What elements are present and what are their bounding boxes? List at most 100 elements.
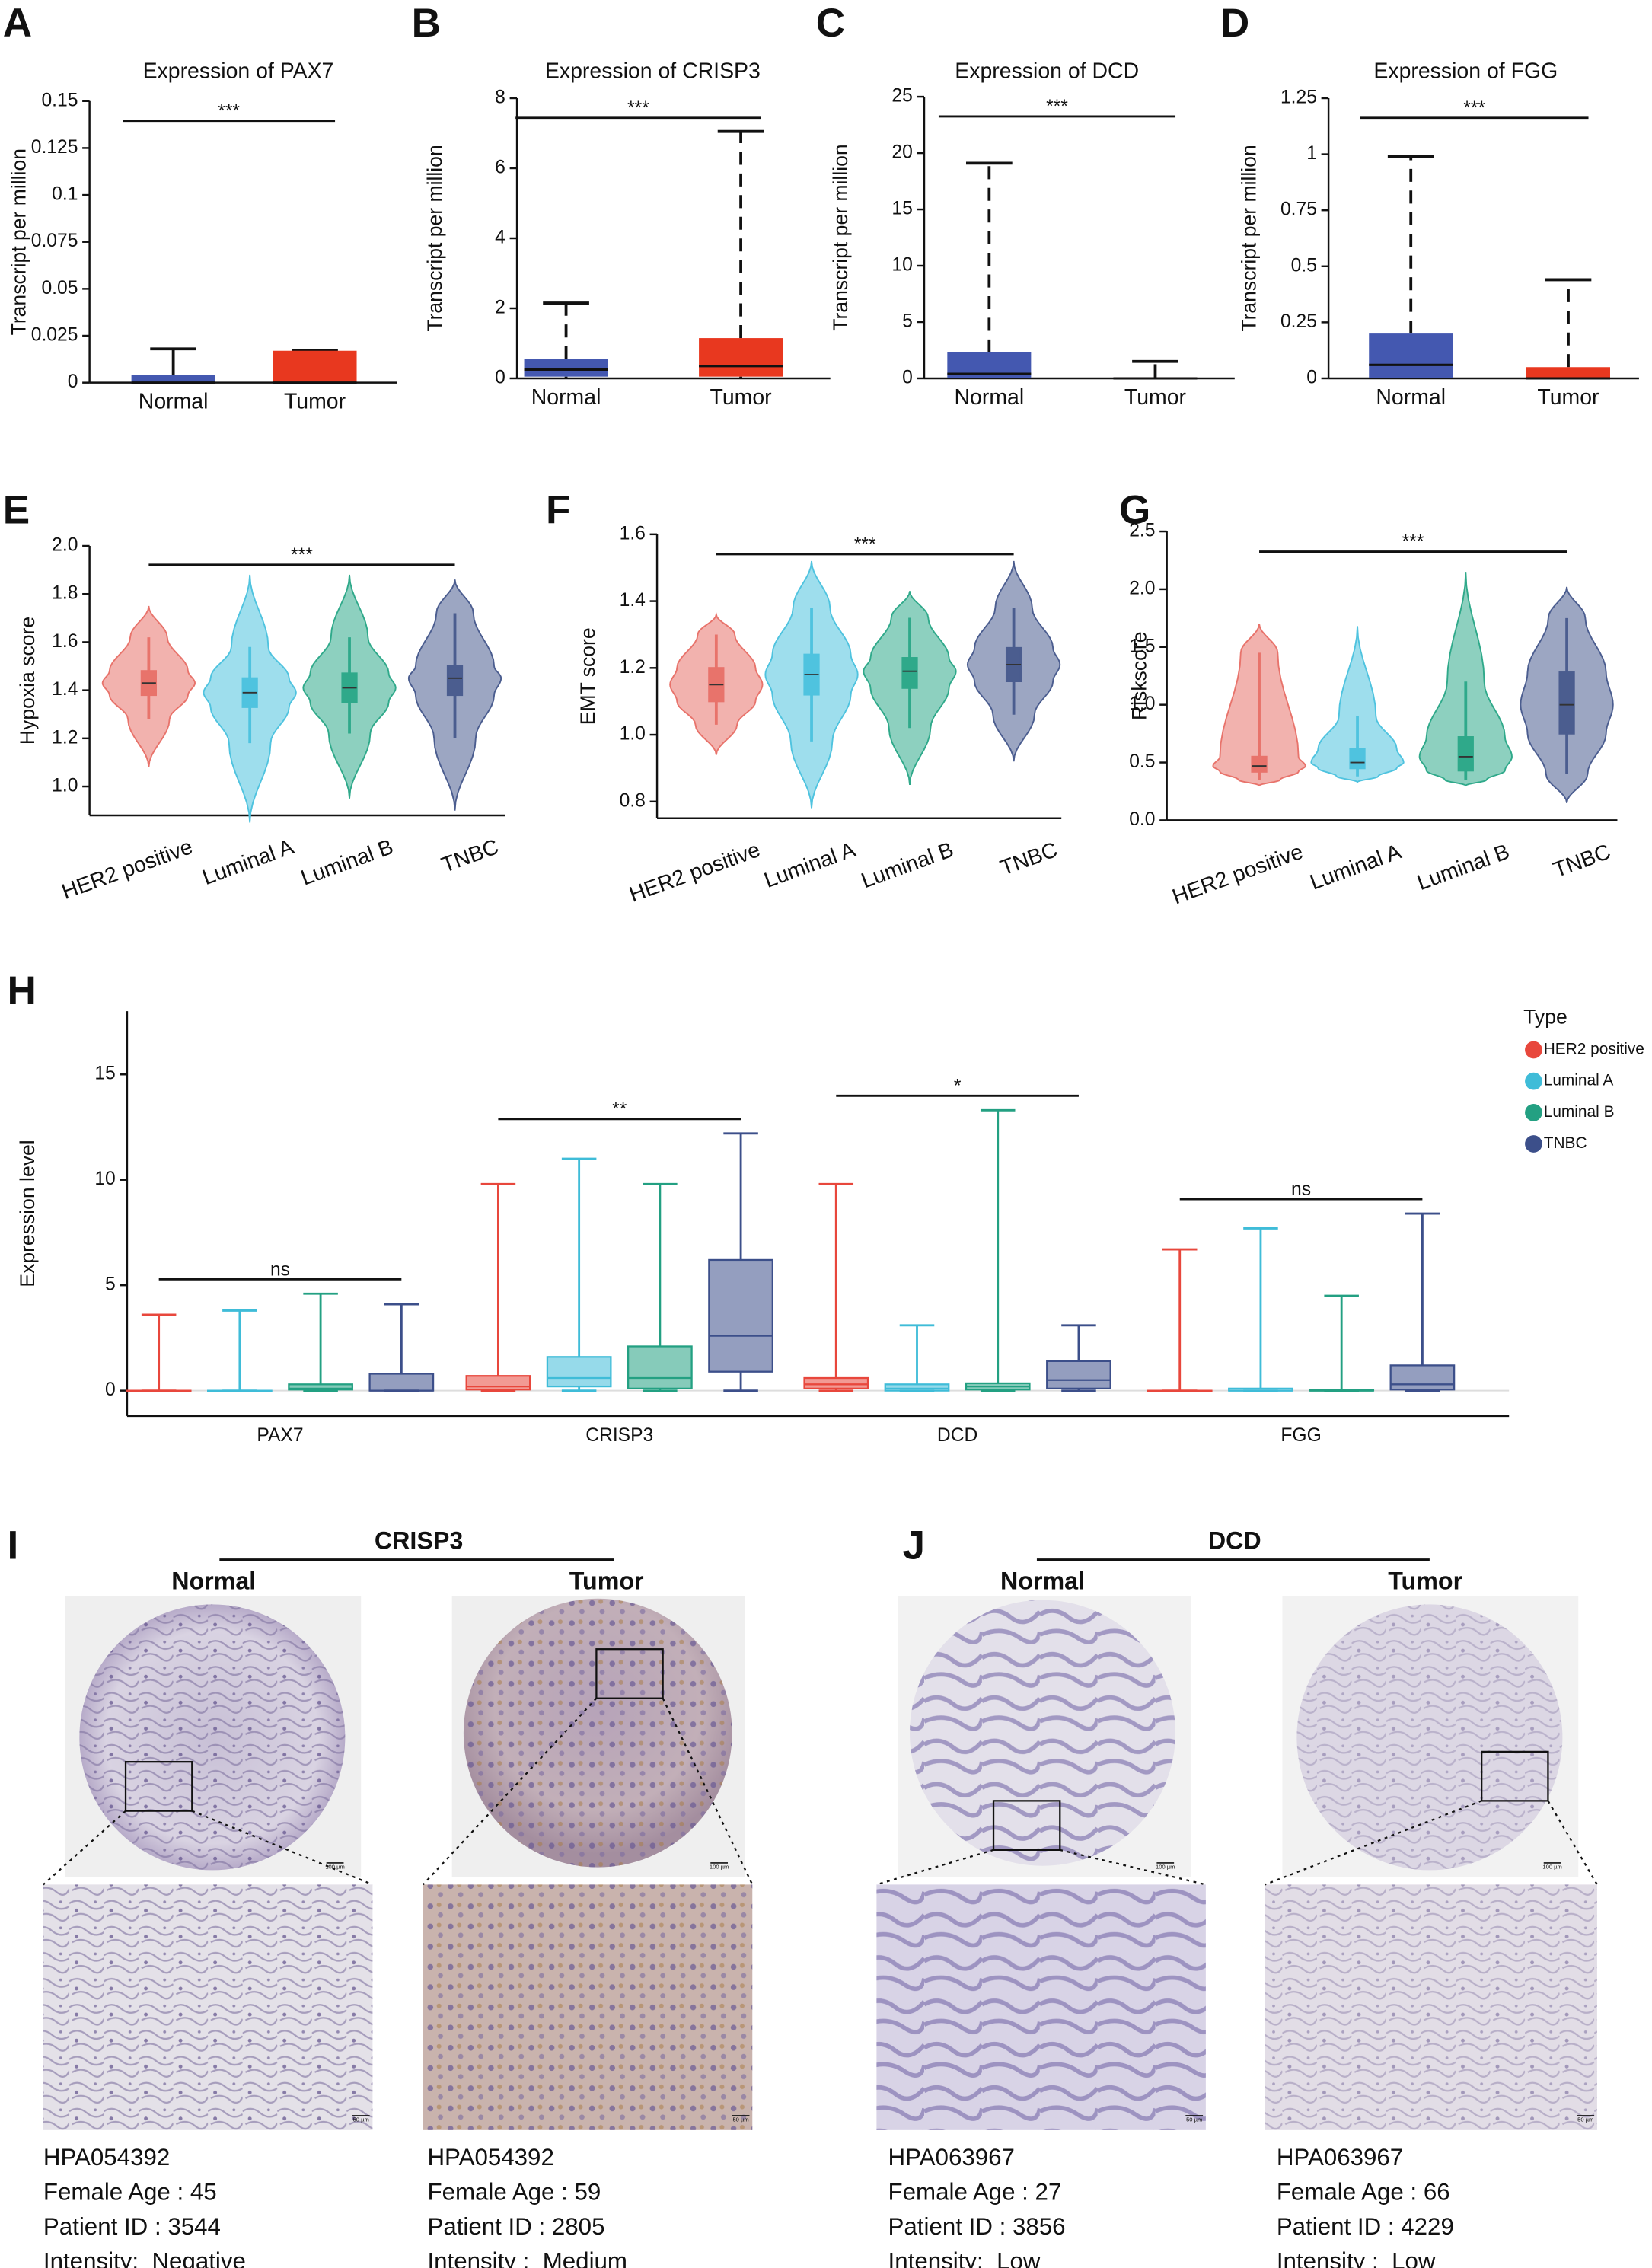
- y-tick-label: 2.0: [1129, 578, 1155, 598]
- sample-info: HPA063967: [888, 2144, 1015, 2171]
- y-tick-label: 0.5: [1129, 751, 1155, 772]
- sample-info: Intensity : Low: [1277, 2248, 1436, 2268]
- significance-label: ns: [1291, 1179, 1311, 1200]
- sample-info: HPA054392: [43, 2144, 170, 2171]
- legend-swatch: [1525, 1072, 1542, 1090]
- y-tick-label: 1.4: [52, 679, 78, 700]
- scale-label: 50 µm: [1186, 2116, 1202, 2123]
- inner-box: [1457, 736, 1474, 772]
- connector: [422, 1697, 598, 1886]
- x-tick-label: Luminal A: [761, 837, 859, 893]
- x-tick-label: Luminal B: [298, 834, 397, 890]
- sample-info: HPA054392: [427, 2144, 553, 2171]
- x-tick-label: Normal: [139, 390, 209, 414]
- significance-label: ***: [1046, 97, 1068, 117]
- panel-label: G: [1119, 487, 1150, 532]
- panel-label: C: [816, 1, 845, 46]
- y-tick-label: 1.8: [52, 583, 78, 604]
- sample-info: Patient ID : 4229: [1277, 2213, 1454, 2240]
- y-tick-label: 0.025: [31, 325, 78, 346]
- chart-title: Expression of FGG: [1373, 59, 1558, 83]
- legend-label: TNBC: [1544, 1134, 1587, 1152]
- y-tick-label: 15: [94, 1064, 115, 1084]
- chart-title: Expression of DCD: [955, 59, 1139, 83]
- box: [1046, 1360, 1111, 1389]
- zoom-texture: [876, 1884, 1206, 2130]
- sample-info: Female Age : 59: [427, 2179, 601, 2206]
- significance-label: ***: [1463, 98, 1485, 119]
- scale-label: 100 µm: [710, 1864, 729, 1871]
- x-tick-label: TNBC: [439, 834, 502, 878]
- x-tick-label: HER2 positive: [626, 837, 763, 908]
- tissue-texture: [910, 1600, 1176, 1866]
- gene-header: DCD: [1208, 1526, 1261, 1554]
- x-tick-label: Normal: [955, 385, 1025, 410]
- significance-label: *: [954, 1076, 962, 1096]
- significance-label: **: [612, 1099, 627, 1120]
- sample-info: Patient ID : 2805: [427, 2213, 604, 2240]
- y-tick-label: 1.6: [620, 523, 646, 544]
- y-tick-label: 1.2: [620, 657, 646, 678]
- significance-label: ***: [627, 98, 649, 119]
- x-tick-label: DCD: [937, 1425, 977, 1446]
- x-tick-label: Normal: [1376, 385, 1446, 410]
- y-tick-label: 1.4: [620, 590, 646, 611]
- sample-info: Female Age : 27: [888, 2179, 1062, 2206]
- connector: [1547, 1800, 1598, 1885]
- tissue-texture: [79, 1604, 346, 1871]
- zoom-texture: [1265, 1884, 1597, 2130]
- y-tick-label: 20: [891, 142, 912, 163]
- y-tick-label: 8: [495, 88, 505, 108]
- y-tick-label: 0: [495, 367, 505, 388]
- legend-label: HER2 positive: [1544, 1041, 1644, 1058]
- sample-info: Intensity : Medium: [427, 2248, 627, 2268]
- y-tick-label: 2.0: [52, 535, 78, 556]
- y-axis-label: Transcript per million: [829, 144, 852, 330]
- zoom-box: [595, 1648, 664, 1699]
- panel-label: B: [412, 1, 441, 46]
- x-tick-label: TNBC: [1550, 840, 1614, 883]
- zoom-box: [1481, 1750, 1549, 1802]
- panel-label: D: [1220, 1, 1249, 46]
- sample-info: HPA063967: [1277, 2144, 1403, 2171]
- y-tick-label: 10: [94, 1169, 115, 1189]
- y-tick-label: 1.0: [620, 724, 646, 745]
- inner-box: [1251, 755, 1268, 773]
- violin: [1418, 572, 1513, 787]
- box: [884, 1383, 950, 1392]
- legend-swatch: [1525, 1103, 1542, 1121]
- x-tick-label: FGG: [1280, 1425, 1321, 1446]
- y-tick-label: 10: [891, 255, 912, 276]
- x-tick-label: PAX7: [257, 1425, 303, 1446]
- chart-title: Expression of PAX7: [143, 59, 334, 83]
- y-tick-label: 0.8: [620, 790, 646, 811]
- x-tick-label: Tumor: [1124, 385, 1186, 410]
- y-axis-label: Transcript per million: [1238, 145, 1261, 331]
- condition-header: Tumor: [569, 1567, 644, 1594]
- legend-swatch: [1525, 1135, 1542, 1153]
- significance-label: ***: [218, 101, 240, 122]
- sample-info: Intensity: Negative: [43, 2248, 246, 2268]
- y-tick-label: 0: [68, 372, 78, 392]
- y-tick-label: 1.0: [1129, 694, 1155, 714]
- x-tick-label: Tumor: [710, 385, 772, 410]
- y-tick-label: 0.1: [52, 184, 78, 205]
- y-tick-label: 1.5: [1129, 636, 1155, 656]
- y-tick-label: 2: [495, 297, 505, 317]
- y-tick-label: 4: [495, 227, 505, 247]
- panel-label: J: [903, 1523, 926, 1568]
- x-tick-label: Tumor: [1537, 385, 1599, 410]
- sample-info: Patient ID : 3856: [888, 2213, 1066, 2240]
- y-tick-label: 0: [105, 1380, 116, 1400]
- x-tick-label: Luminal B: [858, 837, 957, 893]
- y-tick-label: 0: [902, 367, 913, 388]
- inner-box: [1349, 748, 1366, 770]
- scale-label: 50 µm: [1577, 2116, 1593, 2123]
- legend-title: Type: [1523, 1005, 1567, 1028]
- legend-label: Luminal B: [1544, 1103, 1615, 1121]
- significance-label: ***: [291, 545, 313, 566]
- connector: [1265, 1800, 1482, 1886]
- y-tick-label: 0.75: [1280, 199, 1317, 220]
- x-tick-label: TNBC: [997, 837, 1061, 881]
